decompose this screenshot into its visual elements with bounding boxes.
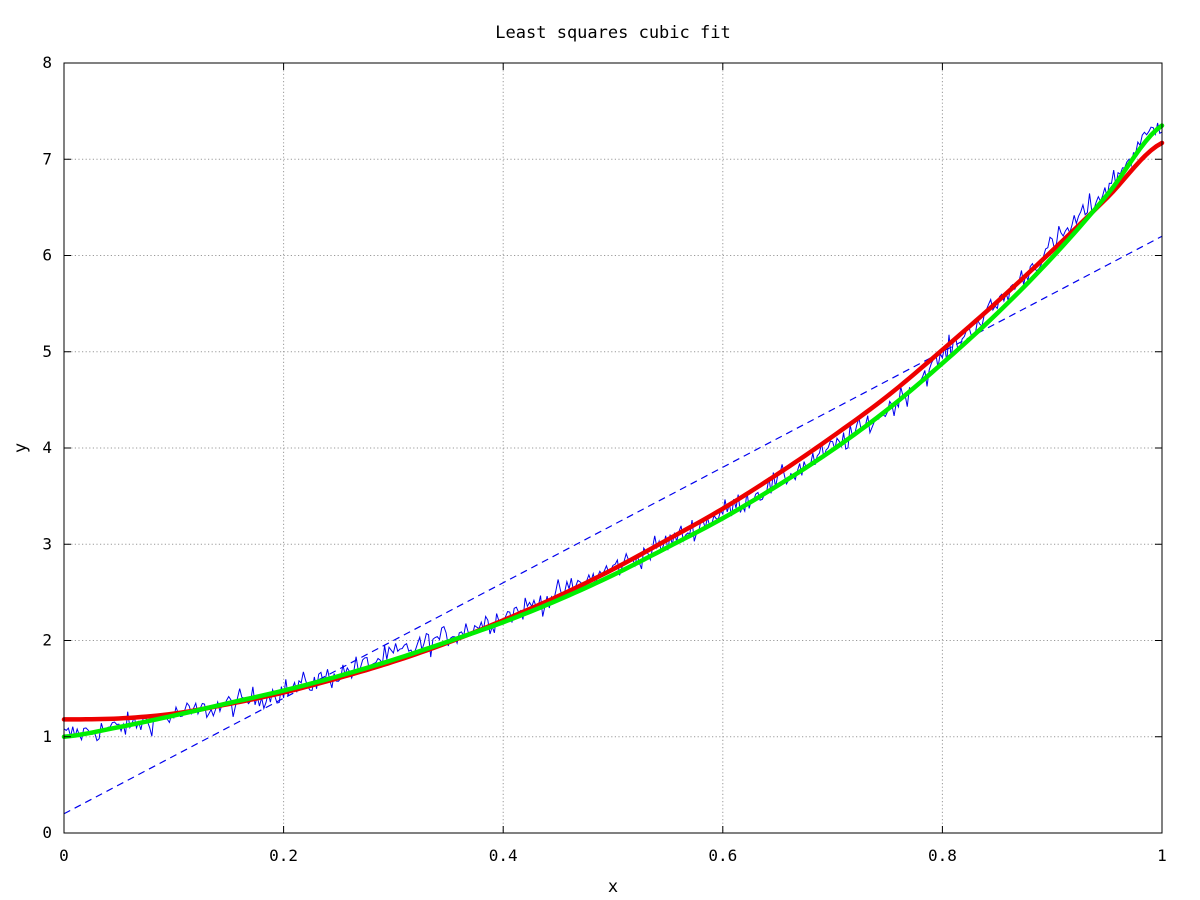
y-axis-label: y	[11, 443, 31, 453]
axis-ticks: 0 0.2 0.4 0.6 0.8 1 0 1 2 3 4 5 6 7 8	[42, 53, 1166, 865]
chart-title: Least squares cubic fit	[495, 23, 730, 43]
x-tick-label: 0.2	[269, 846, 298, 865]
x-tick-label: 0.8	[928, 846, 957, 865]
y-tick-label: 7	[42, 149, 52, 168]
y-tick-label: 2	[42, 631, 52, 650]
y-tick-label: 6	[42, 246, 52, 265]
linear-fit-series	[63, 235, 1163, 815]
x-tick-label: 1	[1157, 846, 1167, 865]
y-tick-label: 4	[42, 438, 52, 457]
y-tick-label: 1	[42, 727, 52, 746]
y-tick-label: 3	[42, 534, 52, 553]
noisy-data-series	[63, 122, 1163, 742]
x-tick-label: 0.6	[708, 846, 737, 865]
y-tick-label: 5	[42, 342, 52, 361]
plot-series	[61, 122, 1165, 815]
x-tick-label: 0.4	[489, 846, 518, 865]
y-tick-label: 0	[42, 823, 52, 842]
y-tick-label: 8	[42, 53, 52, 72]
x-tick-label: 0	[59, 846, 69, 865]
x-axis-label: x	[608, 877, 618, 897]
grid	[64, 63, 1162, 833]
cubic-fit-green-series	[61, 123, 1165, 739]
cubic-fit-red-series	[61, 140, 1165, 722]
